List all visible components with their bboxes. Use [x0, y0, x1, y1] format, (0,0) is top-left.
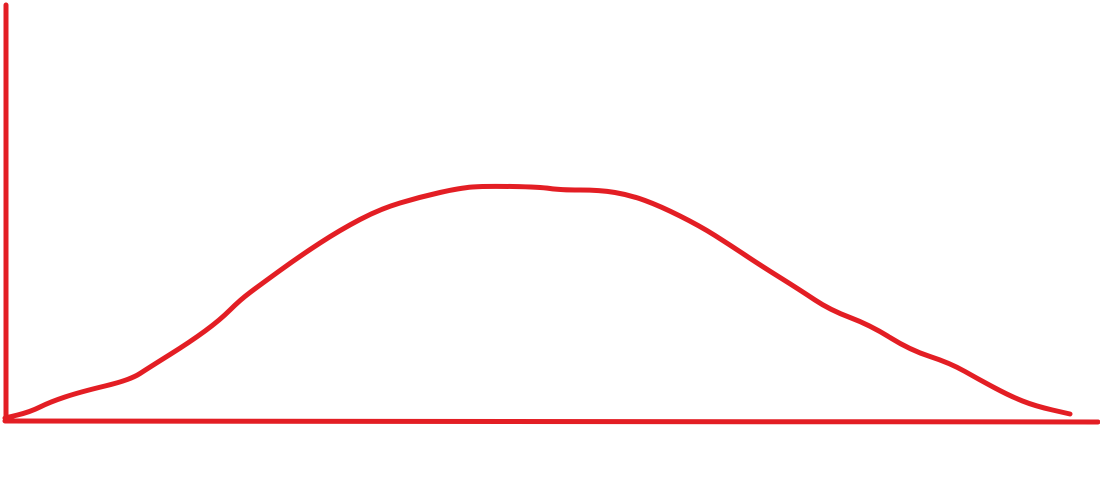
x-axis	[2, 418, 1100, 425]
bell-curve	[2, 183, 1073, 421]
